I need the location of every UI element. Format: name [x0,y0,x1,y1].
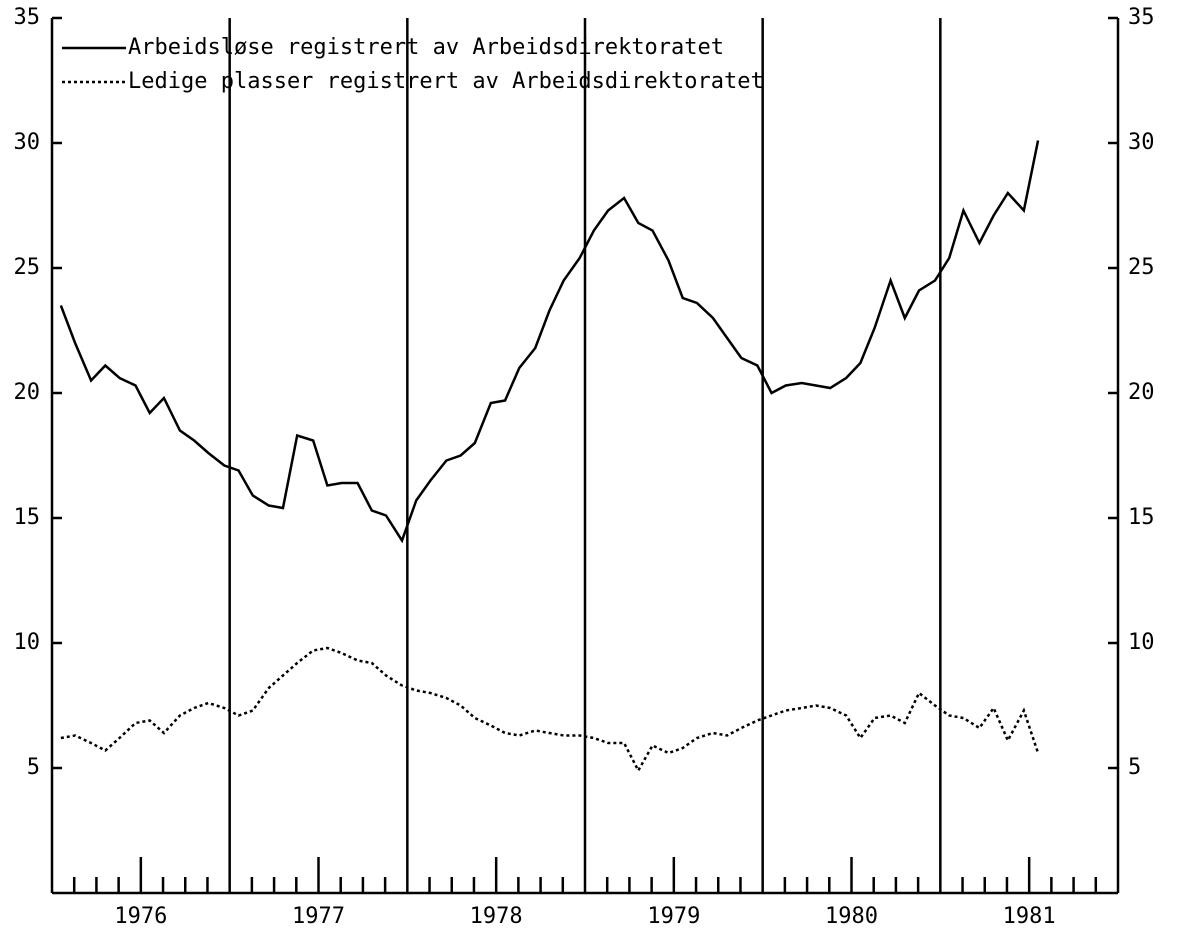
x-tick-label: 1979 [647,904,700,929]
y2-tick-label: 15 [1128,505,1155,530]
y2-tick-label: 10 [1128,630,1155,655]
y-tick-label: 30 [14,130,41,155]
y-tick-label: 35 [14,5,41,30]
x-tick-label: 1976 [114,904,167,929]
x-tick-label: 1978 [470,904,523,929]
series-line [60,646,1040,774]
y-tick-label: 25 [14,255,41,280]
series-line [59,140,1040,544]
y-tick-label: 15 [14,505,41,530]
y2-tick-label: 25 [1128,255,1155,280]
y2-tick-label: 20 [1128,380,1155,405]
y2-tick-label: 30 [1128,130,1155,155]
y-tick-label: 20 [14,380,41,405]
legend-label: Arbeidsløse registrert av Arbeidsdirekto… [128,35,724,60]
y2-tick-label: 35 [1128,5,1155,30]
y2-tick-label: 5 [1128,755,1141,780]
y-tick-label: 10 [14,630,41,655]
x-tick-label: 1981 [1003,904,1056,929]
y-tick-label: 5 [27,755,40,780]
x-tick-label: 1980 [825,904,878,929]
x-tick-label: 1977 [292,904,345,929]
legend-label: Ledige plasser registrert av Arbeidsdire… [128,69,764,94]
